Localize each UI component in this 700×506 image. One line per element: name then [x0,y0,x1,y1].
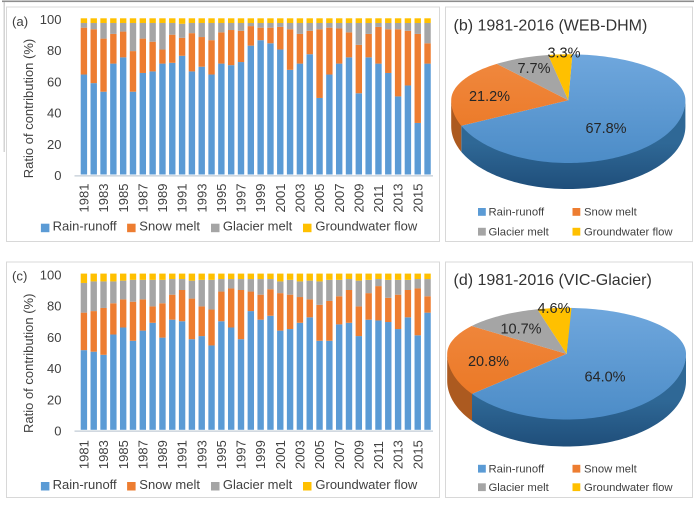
svg-text:Ratio of contribution (%): Ratio of contribution (%) [21,294,36,433]
svg-text:20: 20 [47,137,61,152]
svg-text:1999: 1999 [253,184,268,213]
svg-text:10.7%: 10.7% [500,322,541,338]
svg-text:4.6%: 4.6% [537,301,570,317]
svg-text:67.8%: 67.8% [585,121,626,137]
svg-text:Glacier melt: Glacier melt [223,219,293,234]
svg-text:1987: 1987 [135,440,150,469]
svg-text:Groundwater flow: Groundwater flow [315,219,417,234]
svg-text:1995: 1995 [214,440,229,469]
svg-text:1991: 1991 [175,440,190,469]
svg-text:1997: 1997 [234,184,249,213]
svg-text:2007: 2007 [332,184,347,213]
svg-text:(a): (a) [12,14,28,29]
svg-text:(c): (c) [12,269,27,284]
svg-text:2009: 2009 [351,440,366,469]
svg-text:1989: 1989 [155,440,170,469]
svg-text:20: 20 [47,392,61,407]
svg-text:1983: 1983 [96,440,111,469]
svg-text:Ratio of contribution (%): Ratio of contribution (%) [21,39,36,178]
svg-text:40: 40 [47,361,61,376]
svg-text:2015: 2015 [410,184,425,213]
svg-text:Glacier melt: Glacier melt [489,482,550,494]
svg-text:1993: 1993 [194,440,209,469]
svg-text:(d) 1981-2016 (VIC-Glacier): (d) 1981-2016 (VIC-Glacier) [454,272,652,289]
svg-text:60: 60 [47,330,61,345]
svg-text:40: 40 [47,106,61,121]
svg-text:1985: 1985 [116,440,131,469]
svg-text:64.0%: 64.0% [584,370,625,386]
svg-text:2015: 2015 [410,440,425,469]
svg-text:Glacier melt: Glacier melt [489,226,550,238]
svg-text:Rain-runoff: Rain-runoff [53,477,117,492]
svg-text:80: 80 [47,43,61,58]
svg-text:Rain-runoff: Rain-runoff [53,219,117,234]
svg-text:1993: 1993 [194,184,209,213]
svg-text:Snow melt: Snow melt [139,477,200,492]
svg-text:7.7%: 7.7% [517,61,550,77]
svg-text:1995: 1995 [214,184,229,213]
svg-text:100: 100 [40,267,62,282]
svg-text:21.2%: 21.2% [469,89,510,105]
svg-text:1987: 1987 [135,184,150,213]
svg-text:2005: 2005 [312,440,327,469]
svg-text:Snow melt: Snow melt [584,207,638,219]
svg-text:Groundwater flow: Groundwater flow [584,482,673,494]
svg-text:1981: 1981 [77,440,92,469]
svg-text:1985: 1985 [116,184,131,213]
svg-text:20.8%: 20.8% [468,354,509,370]
svg-text:Groundwater flow: Groundwater flow [315,477,417,492]
svg-text:1983: 1983 [96,184,111,213]
svg-text:Rain-runoff: Rain-runoff [489,207,546,219]
svg-text:2003: 2003 [293,440,308,469]
svg-text:2013: 2013 [391,440,406,469]
svg-text:2011: 2011 [371,441,386,469]
svg-text:Glacier melt: Glacier melt [223,477,293,492]
svg-text:3.3%: 3.3% [547,46,580,62]
svg-text:2001: 2001 [273,184,288,213]
svg-text:Snow melt: Snow melt [139,219,200,234]
svg-text:2009: 2009 [351,184,366,213]
svg-text:2001: 2001 [273,440,288,469]
svg-text:2013: 2013 [391,184,406,213]
svg-text:Groundwater flow: Groundwater flow [584,226,673,238]
svg-text:0: 0 [54,424,61,439]
svg-text:1999: 1999 [253,440,268,469]
svg-text:(b) 1981-2016 (WEB-DHM): (b) 1981-2016 (WEB-DHM) [454,18,648,35]
svg-text:1989: 1989 [155,184,170,213]
svg-text:2011: 2011 [371,185,386,213]
svg-text:1981: 1981 [77,184,92,213]
svg-text:1997: 1997 [234,440,249,469]
svg-text:60: 60 [47,75,61,90]
svg-text:100: 100 [40,12,62,27]
svg-text:Rain-runoff: Rain-runoff [489,463,546,475]
svg-text:1991: 1991 [175,184,190,213]
svg-text:2005: 2005 [312,184,327,213]
svg-text:2003: 2003 [293,184,308,213]
svg-text:0: 0 [54,168,61,183]
svg-text:2007: 2007 [332,440,347,469]
svg-text:80: 80 [47,299,61,314]
svg-text:Snow melt: Snow melt [584,463,638,475]
